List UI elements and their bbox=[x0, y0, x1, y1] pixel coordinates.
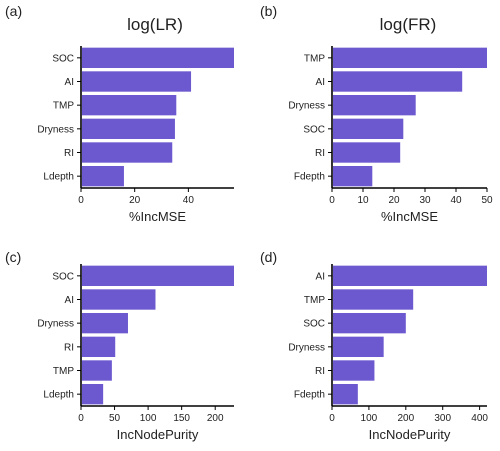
panel-2-bar-ldepth bbox=[82, 383, 104, 405]
panel-3-panel-label: (d) bbox=[260, 249, 277, 265]
panel-1-title: log(FR) bbox=[380, 15, 437, 34]
panel-0-category-label: Ldepth bbox=[43, 172, 74, 183]
panel-1-category-label: Dryness bbox=[288, 101, 325, 112]
panel-2-x-tick-label: 100 bbox=[140, 413, 157, 424]
panel-2-category-label: AI bbox=[65, 295, 74, 306]
panel-1-bar-dryness bbox=[333, 94, 416, 116]
panel-2-x-tick-label: 150 bbox=[173, 413, 190, 424]
panel-3-bar-tmp bbox=[333, 289, 414, 310]
panel-3-category-label: AI bbox=[316, 271, 325, 282]
panel-0-bar-ri bbox=[82, 142, 173, 163]
panel-1-category-label: RI bbox=[315, 148, 325, 159]
panel-1-bar-soc bbox=[333, 118, 404, 140]
panel-1-x-axis-title: %IncMSE bbox=[381, 209, 438, 224]
panel-2-category-label: SOC bbox=[52, 271, 74, 282]
panel-0-category-label: RI bbox=[64, 148, 74, 159]
panel-1-category-label: SOC bbox=[303, 124, 325, 135]
panel-0-x-tick-label: 20 bbox=[129, 195, 141, 206]
panel-3-category-label: SOC bbox=[303, 319, 325, 330]
panel-3-bar-dryness bbox=[333, 336, 384, 358]
panel-2-panel-label: (c) bbox=[5, 249, 21, 265]
panel-0-x-tick-label: 0 bbox=[78, 195, 84, 206]
panel-1-category-label: Fdepth bbox=[294, 172, 325, 183]
panel-1-x-tick-label: 10 bbox=[357, 195, 369, 206]
panel-2-bar-dryness bbox=[82, 312, 128, 334]
panel-1-x-tick-label: 0 bbox=[329, 195, 335, 206]
panel-1-bar-tmp bbox=[333, 47, 487, 69]
panel-2-bar-soc bbox=[82, 265, 234, 287]
panel-0-bar-ai bbox=[82, 71, 192, 92]
panel-2-x-tick-label: 200 bbox=[207, 413, 224, 424]
panel-2-bar-ai bbox=[82, 289, 156, 310]
panel-2-bar-ri bbox=[82, 336, 116, 358]
panel-2-category-label: TMP bbox=[53, 366, 74, 377]
panel-0-x-axis-title: %IncMSE bbox=[129, 209, 186, 224]
panel-0-category-label: SOC bbox=[52, 53, 74, 64]
panel-3-category-label: RI bbox=[315, 366, 325, 377]
panel-0-category-label: Dryness bbox=[37, 124, 74, 135]
panel-2-category-label: RI bbox=[64, 342, 74, 353]
panel-3-bar-soc bbox=[333, 312, 406, 334]
panel-2-x-axis-title: IncNodePurity bbox=[117, 427, 199, 442]
panel-0-title: log(LR) bbox=[127, 15, 183, 34]
panel-1-category-label: TMP bbox=[304, 53, 325, 64]
panel-0-category-label: TMP bbox=[53, 101, 74, 112]
panel-3-bar-ai bbox=[333, 265, 487, 287]
panel-3-category-label: Fdepth bbox=[294, 390, 325, 401]
panel-2-x-tick-label: 50 bbox=[109, 413, 121, 424]
panel-1-bar-ai bbox=[333, 71, 463, 92]
panel-2-x-tick-label: 0 bbox=[78, 413, 84, 424]
panel-3-x-tick-label: 300 bbox=[434, 413, 451, 424]
panel-0-x-tick-label: 40 bbox=[183, 195, 195, 206]
panel-0-bar-ldepth bbox=[82, 165, 124, 187]
panel-1-x-tick-label: 20 bbox=[388, 195, 400, 206]
panel-3-bar-ri bbox=[333, 360, 375, 381]
panel-2-bar-tmp bbox=[82, 360, 112, 381]
panel-3-x-tick-label: 400 bbox=[471, 413, 488, 424]
panel-1-bar-fdepth bbox=[333, 165, 373, 187]
panel-1-x-tick-label: 40 bbox=[450, 195, 462, 206]
panel-3-x-tick-label: 0 bbox=[329, 413, 335, 424]
panel-3-category-label: TMP bbox=[304, 295, 325, 306]
panel-0-panel-label: (a) bbox=[5, 3, 22, 19]
panel-3-x-axis-title: IncNodePurity bbox=[369, 427, 451, 442]
panel-1-x-tick-label: 50 bbox=[481, 195, 493, 206]
panel-0-bar-soc bbox=[82, 47, 234, 69]
panel-1-bar-ri bbox=[333, 142, 401, 163]
panel-0-category-label: AI bbox=[65, 77, 74, 88]
panel-3-bar-fdepth bbox=[333, 383, 358, 405]
panel-1-category-label: AI bbox=[316, 77, 325, 88]
panel-0-bar-tmp bbox=[82, 94, 177, 116]
panel-2-category-label: Ldepth bbox=[43, 390, 74, 401]
panel-3-category-label: Dryness bbox=[288, 342, 325, 353]
panel-0-bar-dryness bbox=[82, 118, 175, 140]
panel-3-x-tick-label: 100 bbox=[361, 413, 378, 424]
panel-1-x-tick-label: 30 bbox=[419, 195, 431, 206]
panel-1-panel-label: (b) bbox=[260, 3, 277, 19]
panel-2-category-label: Dryness bbox=[37, 319, 74, 330]
panel-3-x-tick-label: 200 bbox=[397, 413, 414, 424]
